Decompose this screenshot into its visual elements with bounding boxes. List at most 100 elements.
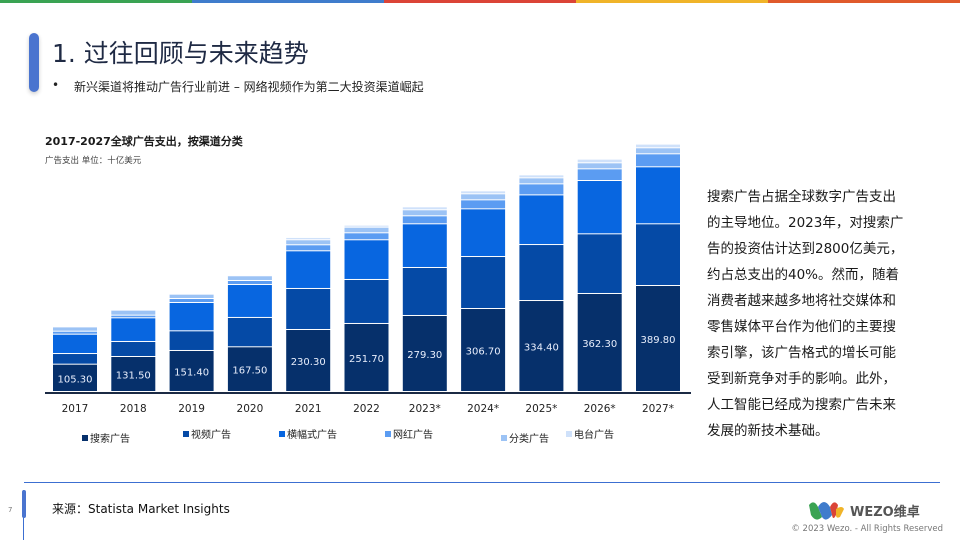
legend-item: 网红广告 bbox=[385, 426, 433, 441]
legend-swatch bbox=[183, 430, 189, 437]
legend-label: 横幅式广告 bbox=[287, 430, 337, 441]
legend-item: 搜索广告 bbox=[82, 430, 130, 445]
data-label: 131.50 bbox=[116, 371, 151, 382]
top-bar-segment bbox=[192, 0, 384, 3]
legend-swatch bbox=[566, 430, 572, 437]
side-text-line: 受到新竞争对手的影响。此外， bbox=[707, 371, 896, 387]
bar-segment-2 bbox=[461, 209, 506, 257]
bar-segment-4 bbox=[519, 178, 564, 184]
data-label: 105.30 bbox=[58, 374, 93, 385]
source-note: 来源：Statista Market Insights bbox=[52, 502, 230, 516]
bar-segment-2 bbox=[636, 167, 680, 224]
legend-swatch bbox=[501, 434, 507, 441]
bar-segment-3 bbox=[636, 154, 680, 167]
bar-segment-3 bbox=[53, 331, 97, 334]
bar-segment-5 bbox=[461, 191, 506, 194]
bar-segment-3 bbox=[111, 315, 156, 318]
bar-segment-1 bbox=[636, 224, 680, 285]
side-text-line: 告的投资估计达到2800亿美元， bbox=[707, 241, 904, 257]
bar-segment-2 bbox=[111, 318, 156, 341]
bar-segment-0 bbox=[227, 347, 272, 391]
bar-segment-0 bbox=[577, 293, 622, 391]
legend-label: 网红广告 bbox=[393, 430, 433, 441]
side-text-line: 约占总支出的40%。然而，随着 bbox=[707, 267, 900, 283]
bar-segment-4 bbox=[286, 240, 331, 245]
x-tick-label: 2021 bbox=[295, 403, 322, 415]
chart-title: 2017-2027全球广告支出，按渠道分类 bbox=[45, 135, 243, 148]
bar-segment-3 bbox=[169, 298, 214, 302]
bar-segment-3 bbox=[227, 280, 272, 284]
legend-item: 电台广告 bbox=[566, 426, 614, 441]
data-label: 279.30 bbox=[407, 350, 442, 361]
bar-segment-5 bbox=[286, 237, 331, 240]
bar-segment-2 bbox=[402, 224, 447, 267]
legend-item: 视频广告 bbox=[183, 426, 231, 441]
side-text-line: 零售媒体平台作为他们的主要搜 bbox=[707, 319, 896, 335]
data-label: 230.30 bbox=[291, 357, 326, 368]
bar-segment-1 bbox=[461, 257, 506, 309]
top-bar-segment bbox=[576, 0, 768, 3]
bar-segment-2 bbox=[577, 181, 622, 234]
bar-segment-4 bbox=[636, 148, 680, 154]
bar-segment-0 bbox=[636, 285, 680, 391]
bar-segment-1 bbox=[344, 279, 389, 323]
bar-segment-2 bbox=[169, 302, 214, 331]
side-text-line: 搜索广告占据全球数字广告支出 bbox=[707, 189, 896, 205]
page-title: 1. 过往回顾与未来趋势 bbox=[52, 39, 309, 68]
data-label: 362.30 bbox=[582, 339, 617, 350]
bar-segment-4 bbox=[227, 276, 272, 280]
bar-segment-5 bbox=[169, 294, 214, 295]
page-number: 7 bbox=[8, 506, 13, 514]
side-description: 搜索广告占据全球数字广告支出 的主导地位。2023年，对搜索广 告的投资估计达到28… bbox=[707, 184, 903, 444]
chart-unit: 广告支出 单位：十亿美元 bbox=[45, 156, 142, 166]
bar-segment-4 bbox=[169, 294, 214, 298]
x-tick-label: 2023* bbox=[409, 403, 441, 415]
data-label: 306.70 bbox=[466, 347, 501, 358]
bar-segment-4 bbox=[461, 194, 506, 200]
bar-segment-5 bbox=[636, 144, 680, 148]
data-label: 334.40 bbox=[524, 343, 559, 354]
x-tick-label: 2020 bbox=[237, 403, 264, 415]
x-axis-line bbox=[45, 392, 691, 394]
bar-segment-3 bbox=[344, 233, 389, 240]
bar-segment-1 bbox=[53, 354, 97, 364]
legend-label: 分类广告 bbox=[509, 434, 549, 445]
x-tick-label: 2018 bbox=[120, 403, 147, 415]
bar-segment-4 bbox=[577, 163, 622, 169]
bar-segment-5 bbox=[402, 207, 447, 210]
bar-segment-5 bbox=[344, 225, 389, 227]
x-tick-label: 2025* bbox=[525, 403, 557, 415]
bar-segment-1 bbox=[402, 267, 447, 315]
bar-segment-0 bbox=[286, 329, 331, 391]
top-bar-segment bbox=[384, 0, 576, 3]
bar-segment-0 bbox=[402, 315, 447, 391]
legend-label: 视频广告 bbox=[191, 430, 231, 441]
side-text-line: 发展的新技术基础。 bbox=[707, 423, 829, 439]
bar-segment-4 bbox=[111, 310, 156, 315]
title-accent-bar bbox=[29, 33, 39, 92]
x-tick-label: 2022 bbox=[353, 403, 380, 415]
side-text-line: 索引擎，该广告格式的增长可能 bbox=[707, 345, 896, 361]
bar-segment-5 bbox=[577, 159, 622, 163]
top-color-bar bbox=[0, 0, 960, 3]
bar-segment-1 bbox=[169, 331, 214, 350]
bar-segment-1 bbox=[111, 341, 156, 357]
top-bar-segment bbox=[0, 0, 192, 3]
bar-segment-3 bbox=[519, 184, 564, 195]
legend-swatch bbox=[82, 434, 88, 441]
bar-segment-2 bbox=[227, 284, 272, 317]
data-label: 167.50 bbox=[232, 366, 267, 377]
bar-segment-3 bbox=[461, 200, 506, 209]
bar-segment-2 bbox=[519, 195, 564, 245]
top-bar-segment bbox=[768, 0, 960, 3]
x-tick-label: 2024* bbox=[467, 403, 499, 415]
wezo-logo: WEZO维卓 bbox=[806, 497, 920, 523]
data-label: 251.70 bbox=[349, 354, 384, 365]
bar-segment-1 bbox=[227, 317, 272, 347]
bar-segment-4 bbox=[53, 327, 97, 331]
x-tick-label: 2019 bbox=[178, 403, 205, 415]
bar-segment-0 bbox=[461, 309, 506, 391]
x-tick-label: 2026* bbox=[584, 403, 616, 415]
logo-text: WEZO维卓 bbox=[850, 504, 920, 520]
x-tick-label: 2017 bbox=[62, 403, 89, 415]
